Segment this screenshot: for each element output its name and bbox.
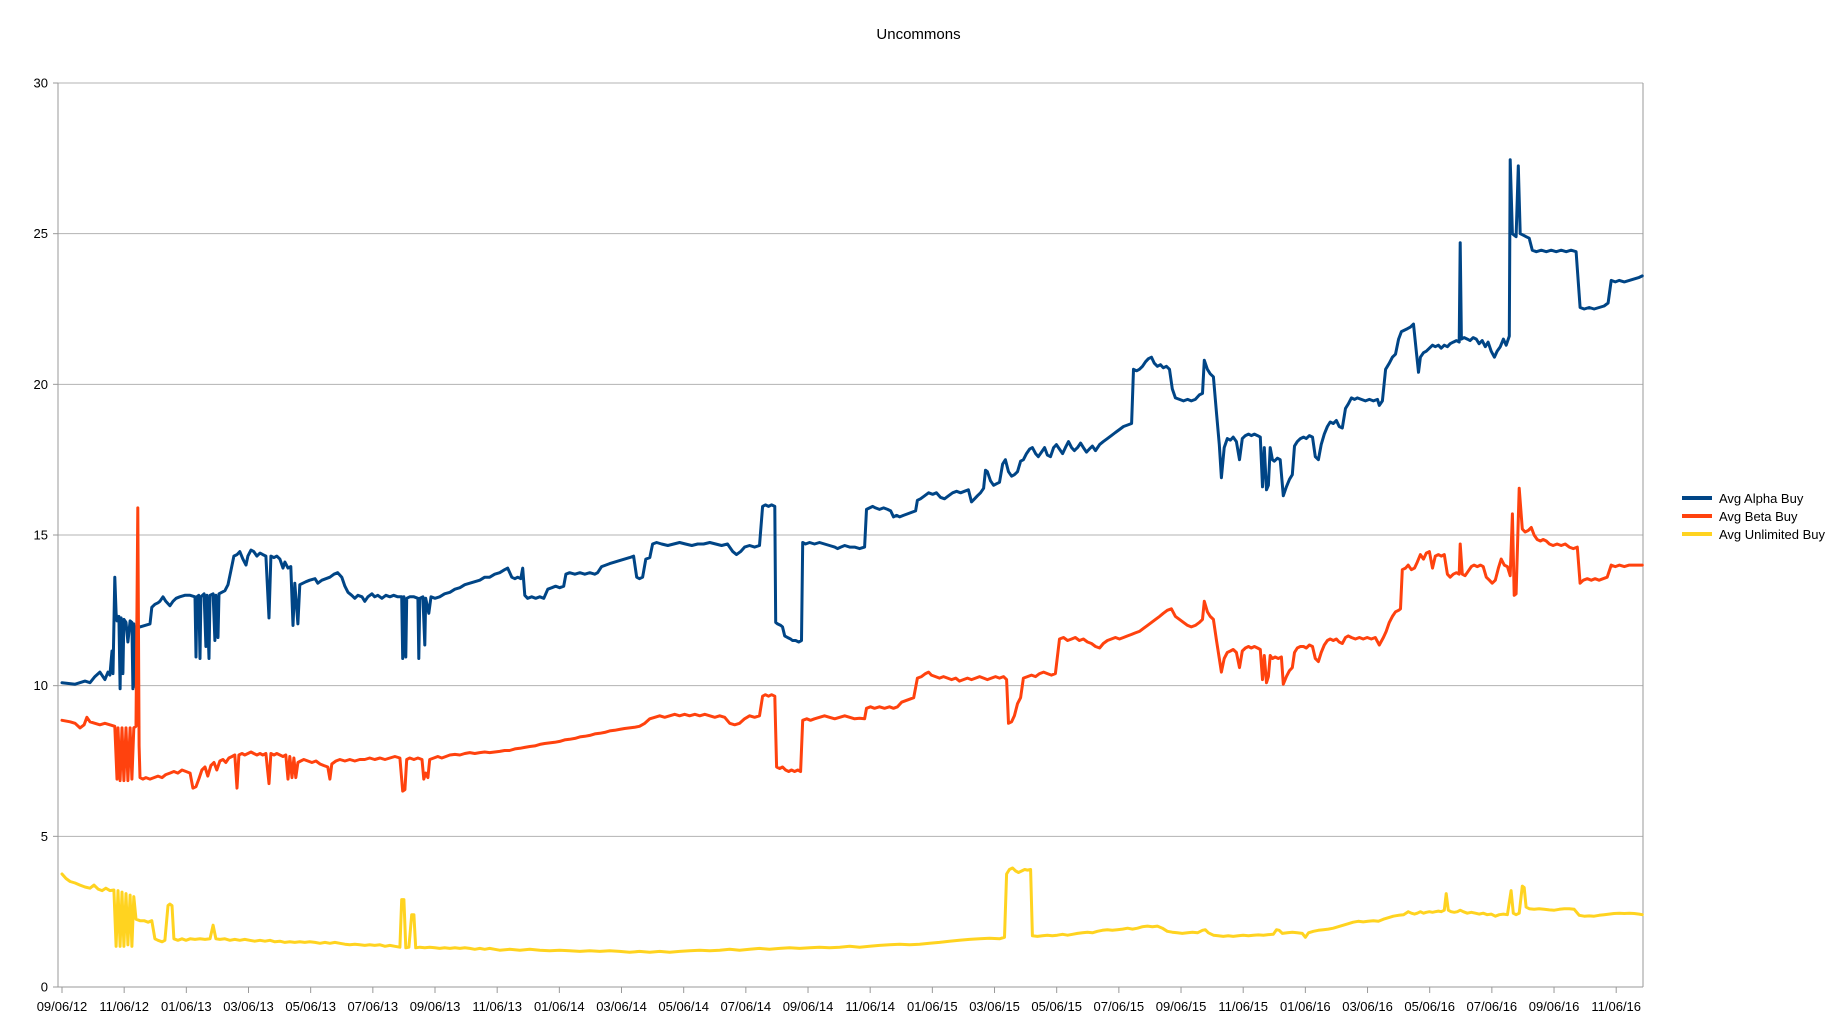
x-tick-label: 01/06/14 (534, 999, 585, 1014)
x-tick-label: 09/06/16 (1529, 999, 1580, 1014)
legend-swatch-avg-beta-buy (1682, 514, 1712, 518)
x-tick-label: 05/06/15 (1031, 999, 1082, 1014)
x-tick-label: 07/06/14 (721, 999, 772, 1014)
legend-label: Avg Unlimited Buy (1719, 526, 1825, 542)
x-tick-label: 03/06/13 (223, 999, 274, 1014)
series-line-avg-unlimited-buy (60, 866, 1644, 954)
legend-swatch-avg-alpha-buy (1682, 496, 1712, 500)
legend-item-avg-alpha-buy: Avg Alpha Buy (1682, 489, 1825, 507)
x-tick-label: 01/06/16 (1280, 999, 1331, 1014)
x-tick-label: 11/06/12 (99, 999, 149, 1014)
legend-item-avg-unlimited-buy: Avg Unlimited Buy (1682, 525, 1825, 543)
x-tick-label: 01/06/13 (161, 999, 212, 1014)
y-tick-label: 0 (41, 980, 48, 995)
x-tick-label: 11/06/16 (1591, 999, 1641, 1014)
x-tick-label: 11/06/15 (1218, 999, 1268, 1014)
x-tick-label: 03/06/16 (1342, 999, 1393, 1014)
x-tick-label: 03/06/14 (596, 999, 647, 1014)
y-tick-label: 20 (34, 377, 48, 392)
x-tick-label: 03/06/15 (969, 999, 1020, 1014)
legend-item-avg-beta-buy: Avg Beta Buy (1682, 507, 1825, 525)
x-tick-label: 09/06/13 (410, 999, 461, 1014)
legend-label: Avg Beta Buy (1719, 508, 1798, 524)
x-tick-label: 07/06/15 (1094, 999, 1145, 1014)
x-tick-label: 11/06/14 (845, 999, 895, 1014)
x-tick-label: 07/06/16 (1467, 999, 1518, 1014)
chart-title: Uncommons (876, 26, 961, 43)
y-tick-label: 30 (34, 76, 48, 91)
y-tick-label: 5 (41, 829, 48, 844)
y-tick-label: 15 (34, 528, 48, 543)
x-tick-label: 09/06/12 (37, 999, 88, 1014)
x-tick-label: 09/06/15 (1156, 999, 1207, 1014)
x-tick-label: 05/06/13 (285, 999, 336, 1014)
series-line-avg-beta-buy (60, 486, 1644, 793)
y-tick-label: 25 (34, 226, 48, 241)
x-tick-label: 09/06/14 (783, 999, 834, 1014)
x-tick-label: 05/06/16 (1404, 999, 1455, 1014)
legend: Avg Alpha Buy Avg Beta Buy Avg Unlimited… (1682, 489, 1825, 543)
series-line-avg-alpha-buy (60, 158, 1644, 691)
legend-swatch-avg-unlimited-buy (1682, 532, 1712, 536)
x-tick-label: 05/06/14 (658, 999, 709, 1014)
x-tick-label: 11/06/13 (472, 999, 522, 1014)
y-tick-label: 10 (34, 678, 48, 693)
legend-label: Avg Alpha Buy (1719, 490, 1804, 506)
x-tick-label: 07/06/13 (348, 999, 399, 1014)
x-tick-label: 01/06/15 (907, 999, 958, 1014)
